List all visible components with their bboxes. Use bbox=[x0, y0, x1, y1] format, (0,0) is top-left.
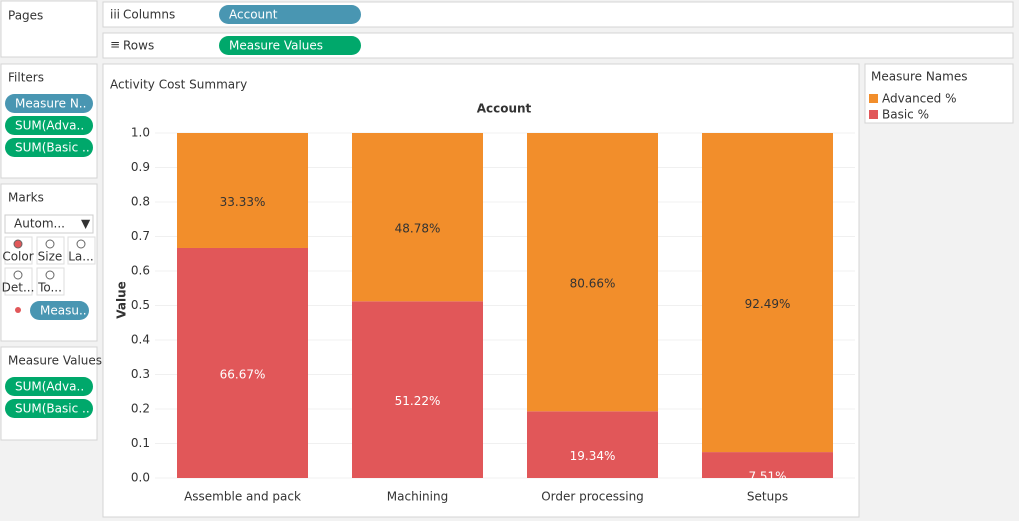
pages-title: Pages bbox=[8, 9, 43, 23]
y-tick-label: 0.4 bbox=[131, 333, 150, 347]
x-tick-label: Assemble and pack bbox=[184, 490, 301, 504]
data-label: 48.78% bbox=[395, 222, 441, 236]
marks-button-label[interactable]: To... bbox=[37, 281, 62, 295]
x-tick-label: Setups bbox=[747, 490, 788, 504]
bar-segment bbox=[177, 247, 308, 478]
columns-icon: iii bbox=[110, 8, 120, 22]
y-tick-label: 0.3 bbox=[131, 367, 150, 381]
marks-button-icon bbox=[45, 270, 55, 280]
y-tick-label: 0.7 bbox=[131, 229, 150, 243]
marks-pill-icon bbox=[15, 307, 21, 313]
marks-button[interactable] bbox=[67, 236, 96, 265]
legend-label[interactable]: Advanced % bbox=[882, 92, 957, 106]
y-axis-title: Value bbox=[115, 281, 129, 319]
bar-segment bbox=[702, 452, 833, 478]
data-label: 7.51% bbox=[748, 470, 786, 484]
marks-button-label[interactable]: Color bbox=[2, 250, 33, 264]
column-header: Account bbox=[477, 102, 532, 116]
columns-pill-text[interactable]: Account bbox=[229, 8, 278, 22]
bar-segment bbox=[527, 411, 658, 478]
legend-title: Measure Names bbox=[871, 70, 967, 84]
data-label: 19.34% bbox=[570, 449, 616, 463]
mark-type[interactable]: Autom... bbox=[14, 217, 65, 231]
rows-pill-text[interactable]: Measure Values bbox=[229, 39, 323, 53]
marks-pill-text[interactable]: Measu.. bbox=[40, 304, 87, 318]
bar-segment bbox=[527, 133, 658, 412]
measure-values-title: Measure Values bbox=[8, 354, 102, 368]
bar-segment bbox=[702, 133, 833, 453]
marks-pill[interactable] bbox=[30, 301, 89, 320]
marks-button-icon bbox=[13, 239, 23, 249]
legend-swatch bbox=[869, 110, 878, 119]
legend-swatch bbox=[869, 94, 878, 103]
marks-button[interactable] bbox=[36, 236, 65, 265]
marks-button-icon bbox=[45, 239, 55, 249]
marks-button-label[interactable]: Size bbox=[38, 250, 63, 264]
data-label: 51.22% bbox=[395, 394, 441, 408]
rows-label: Rows bbox=[123, 39, 154, 53]
columns-label: Columns bbox=[123, 8, 175, 22]
filter-pill[interactable] bbox=[5, 138, 93, 157]
columns-pill[interactable] bbox=[219, 5, 361, 24]
rows-icon: ≡ bbox=[110, 38, 120, 52]
y-tick-label: 0.0 bbox=[131, 471, 150, 485]
marks-title: Marks bbox=[8, 191, 44, 205]
marks-button-label[interactable]: La... bbox=[68, 250, 93, 264]
marks-button-icon bbox=[76, 239, 86, 249]
measure-pill[interactable] bbox=[5, 399, 93, 418]
legend-card bbox=[864, 63, 1014, 124]
measure-pill[interactable] bbox=[5, 377, 93, 396]
chart-title: Activity Cost Summary bbox=[110, 78, 247, 92]
filters-title: Filters bbox=[8, 71, 44, 85]
y-tick-label: 1.0 bbox=[131, 126, 150, 140]
marks-button[interactable] bbox=[36, 267, 65, 296]
marks-button[interactable] bbox=[4, 267, 33, 296]
data-label: 80.66% bbox=[570, 277, 616, 291]
dropdown-arrow: ▼ bbox=[81, 217, 91, 231]
bar-segment bbox=[352, 133, 483, 302]
data-label: 92.49% bbox=[745, 297, 791, 311]
data-label: 66.67% bbox=[220, 367, 266, 381]
filter-pill[interactable] bbox=[5, 94, 93, 113]
y-tick-label: 0.5 bbox=[131, 298, 150, 312]
filter-pill[interactable] bbox=[5, 116, 93, 135]
x-tick-label: Order processing bbox=[541, 490, 644, 504]
legend-label[interactable]: Basic % bbox=[882, 108, 929, 122]
filter-pill-text[interactable]: SUM(Adva.. bbox=[15, 119, 84, 133]
rows-pill[interactable] bbox=[219, 36, 361, 55]
filter-pill-text[interactable]: Measure N.. bbox=[15, 97, 86, 111]
pages-card bbox=[0, 0, 98, 58]
filter-pill-text[interactable]: SUM(Basic .. bbox=[15, 141, 90, 155]
measure-pill-text[interactable]: SUM(Basic .. bbox=[15, 402, 90, 416]
bar-segment bbox=[352, 301, 483, 478]
marks-button-icon bbox=[13, 270, 23, 280]
measure-pill-text[interactable]: SUM(Adva.. bbox=[15, 380, 84, 394]
y-tick-label: 0.9 bbox=[131, 160, 150, 174]
bar-segment bbox=[177, 133, 308, 248]
y-tick-label: 0.8 bbox=[131, 195, 150, 209]
marks-button-label[interactable]: Det... bbox=[2, 281, 35, 295]
y-tick-label: 0.2 bbox=[131, 402, 150, 416]
y-tick-label: 0.6 bbox=[131, 264, 150, 278]
x-tick-label: Machining bbox=[387, 490, 448, 504]
data-label: 33.33% bbox=[220, 195, 266, 209]
mark-type-dropdown[interactable] bbox=[4, 214, 94, 234]
y-tick-label: 0.1 bbox=[131, 436, 150, 450]
